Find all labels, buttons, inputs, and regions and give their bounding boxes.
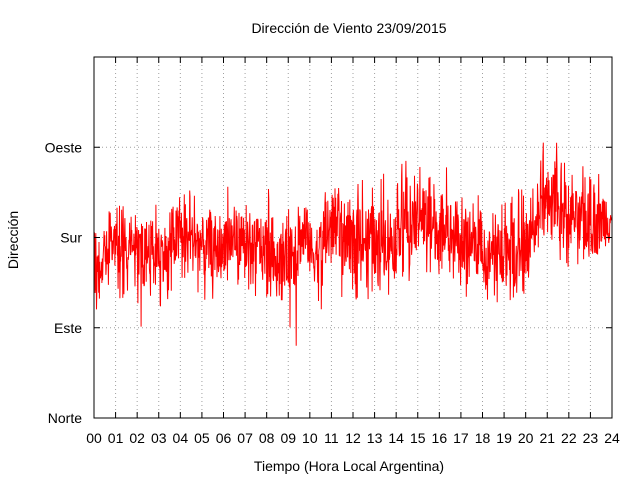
x-axis-label: Tiempo (Hora Local Argentina)	[254, 458, 444, 474]
x-tick-label: 06	[216, 430, 232, 446]
x-tick-label: 12	[345, 430, 361, 446]
wind-direction-series	[93, 142, 613, 346]
x-tick-label: 14	[388, 430, 404, 446]
x-tick-label: 16	[432, 430, 448, 446]
y-tick-label: Norte	[48, 410, 82, 426]
x-tick-label: 00	[86, 430, 102, 446]
x-tick-label: 03	[151, 430, 167, 446]
x-tick-label: 20	[518, 430, 534, 446]
x-tick-label: 08	[259, 430, 275, 446]
x-tick-label: 07	[237, 430, 253, 446]
x-tick-label: 10	[302, 430, 318, 446]
x-tick-label: 01	[108, 430, 124, 446]
series-layer	[93, 142, 613, 346]
x-tick-label: 19	[496, 430, 512, 446]
x-tick-label: 09	[280, 430, 296, 446]
x-tick-label: 05	[194, 430, 210, 446]
x-tick-label: 13	[367, 430, 383, 446]
x-tick-label: 11	[324, 430, 339, 446]
y-axis-label: Dirección	[5, 211, 21, 269]
x-tick-label: 23	[583, 430, 599, 446]
y-tick-label: Oeste	[45, 139, 83, 155]
chart-title: Dirección de Viento 23/09/2015	[251, 20, 446, 36]
x-tick-label: 18	[475, 430, 491, 446]
x-axis: 00 01 02 03 04 05 06 07 08 09 10 11 12 13 14 15 16 17 18 19…	[86, 57, 620, 446]
x-tick-label: 24	[604, 430, 620, 446]
x-tick-label: 15	[410, 430, 426, 446]
x-tick-label: 21	[539, 430, 555, 446]
x-tick-label: 17	[453, 430, 469, 446]
y-tick-label: Este	[54, 320, 82, 336]
x-tick-label: 22	[561, 430, 577, 446]
x-tick-label: 04	[173, 430, 189, 446]
y-tick-label: Sur	[60, 230, 82, 246]
x-tick-label: 02	[129, 430, 145, 446]
y-axis: Norte Este Sur Oeste	[45, 139, 612, 426]
